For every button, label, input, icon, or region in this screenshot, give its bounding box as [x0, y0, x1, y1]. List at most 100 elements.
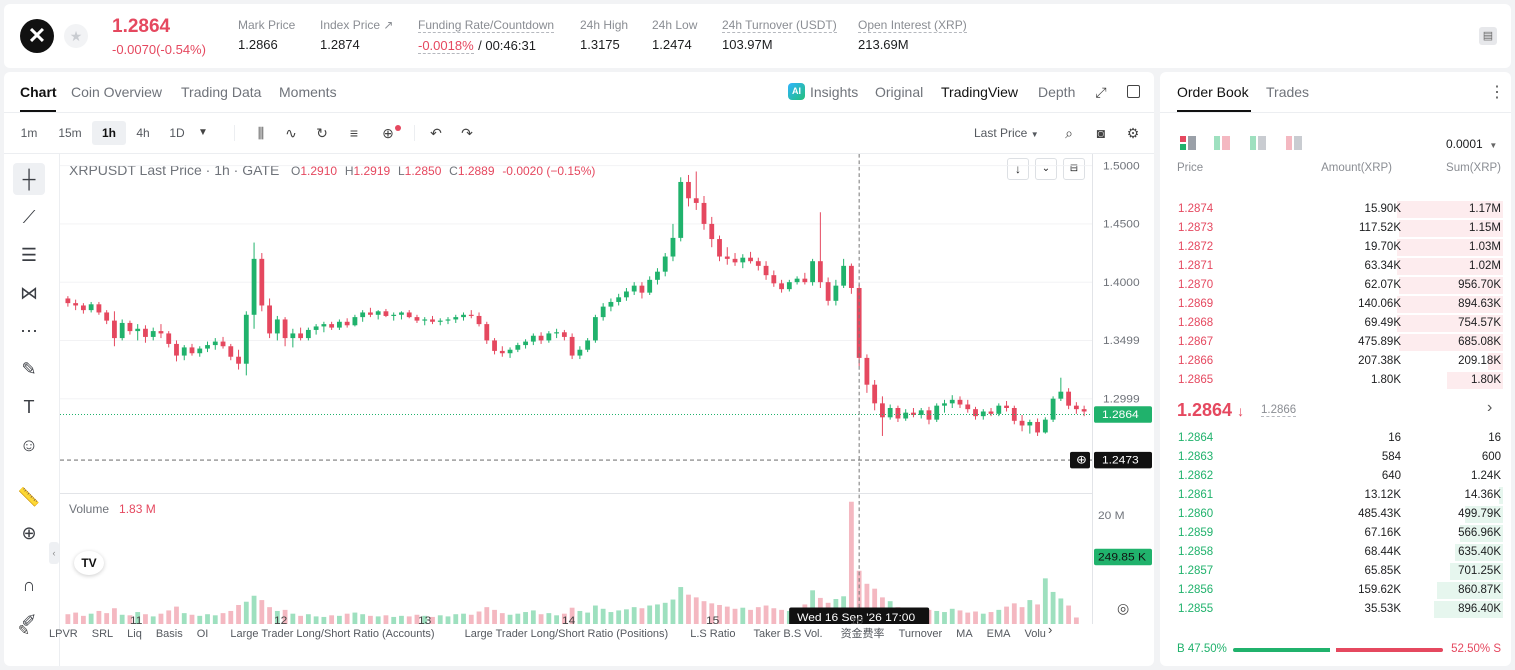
asks-only-view-icon[interactable] [1286, 136, 1302, 150]
gann-tool-icon[interactable]: ⋯ [20, 321, 38, 341]
price-source-select[interactable]: Last Price ▼ [974, 126, 1039, 140]
camera-icon[interactable]: ◙ [1096, 125, 1106, 141]
chevron-right-icon[interactable]: › [1048, 622, 1053, 637]
bid-row[interactable]: 1.2857 65.85K 701.25K [1160, 562, 1511, 581]
add-indicator-icon[interactable]: ⊕ [382, 125, 394, 141]
timeframe-1h[interactable]: 1h [92, 121, 126, 145]
both-sides-view-icon[interactable] [1180, 136, 1196, 150]
bid-row[interactable]: 1.2861 13.12K 14.36K [1160, 486, 1511, 505]
view-original[interactable]: Original [875, 84, 924, 100]
expand-icon[interactable]: ⤢ [1095, 84, 1107, 100]
pattern-tool-icon[interactable]: ⋈ [20, 283, 38, 303]
ask-row[interactable]: 1.2869 140.06K 894.63K [1160, 295, 1511, 314]
chevron-right-icon[interactable]: › [1487, 399, 1493, 416]
indicator-toggle[interactable]: Liq [127, 628, 142, 640]
bid-row[interactable]: 1.2858 68.44K 635.40K [1160, 543, 1511, 562]
ohlc-close: 1.2889 [457, 164, 495, 178]
tab-coin-overview[interactable]: Coin Overview [71, 84, 163, 100]
candle-type-icon[interactable]: ⫼ [257, 125, 265, 141]
more-options-icon[interactable]: ⋮ [1489, 84, 1505, 101]
indicator-toggle[interactable]: Turnover [898, 628, 943, 640]
indicator-toggle[interactable]: Large Trader Long/Short Ratio (Positions… [464, 628, 669, 640]
stat-index-price[interactable]: Index Price ↗ 1.2874 [320, 18, 393, 52]
volume-bar [119, 614, 125, 624]
price-chart[interactable]: 1.2864 1.2473 ⊕ 249.85 K Wed 16 Sep '26 17:0… [60, 154, 1154, 624]
ruler-tool-icon[interactable]: 📏 [17, 487, 41, 507]
row-sum: 1.03M [1469, 241, 1501, 253]
timeframe-1d[interactable]: 1D [169, 126, 185, 140]
price-axis-tick: 1.3499 [1103, 336, 1140, 347]
ask-row[interactable]: 1.2871 63.34K 1.02M [1160, 257, 1511, 276]
tab-trades[interactable]: Trades [1266, 84, 1310, 100]
ask-row[interactable]: 1.2870 62.07K 956.70K [1160, 276, 1511, 295]
indicator-toggle[interactable]: EMA [986, 628, 1011, 640]
candle-body [973, 409, 978, 417]
notes-icon[interactable]: ▤ [1479, 27, 1497, 45]
volume-bar [554, 615, 560, 624]
bid-row[interactable]: 1.2862 640 1.24K [1160, 467, 1511, 486]
timeframe-1m[interactable]: 1m [20, 126, 38, 140]
indicator-toggle[interactable]: L.S Ratio [690, 628, 736, 640]
indicator-toggle[interactable]: OI [196, 628, 209, 640]
mark-price: 1.2866 [1261, 404, 1297, 417]
brush-tool-icon[interactable]: ✎ [21, 359, 37, 379]
ask-row[interactable]: 1.2872 19.70K 1.03M [1160, 238, 1511, 257]
text-tool-icon[interactable]: T [23, 397, 35, 417]
replay-icon[interactable]: ↻ [316, 125, 328, 141]
templates-icon[interactable]: ≡ [349, 125, 359, 141]
ask-row[interactable]: 1.2874 15.90K 1.17M [1160, 200, 1511, 219]
maximize-icon[interactable] [1127, 85, 1140, 98]
timeframe-4h[interactable]: 4h [136, 126, 150, 140]
gear-icon[interactable]: ⚙ [1126, 125, 1140, 141]
indicator-toggle[interactable]: MA [956, 628, 973, 640]
bid-row[interactable]: 1.2860 485.43K 499.79K [1160, 505, 1511, 524]
view-depth[interactable]: Depth [1038, 84, 1076, 100]
redo-icon[interactable]: ↷ [461, 125, 473, 141]
bid-row[interactable]: 1.2856 159.62K 860.87K [1160, 581, 1511, 600]
ask-row[interactable]: 1.2865 1.80K 1.80K [1160, 371, 1511, 390]
magnet-tool-icon[interactable]: ∩ [22, 575, 36, 595]
indicator-toggle[interactable]: 资金费率 [840, 628, 885, 640]
emoji-tool-icon[interactable]: ☺ [19, 435, 39, 455]
pencil-lock-icon[interactable]: ✐ [21, 611, 37, 631]
view-insights[interactable]: Insights [810, 84, 859, 100]
bid-row[interactable]: 1.2863 584 600 [1160, 448, 1511, 467]
ask-row[interactable]: 1.2867 475.89K 685.08K [1160, 333, 1511, 352]
favorite-star-icon[interactable]: ★ [64, 24, 88, 48]
bid-row[interactable]: 1.2859 67.16K 566.96K [1160, 524, 1511, 543]
indicator-toggle[interactable]: Large Trader Long/Short Ratio (Accounts) [230, 628, 435, 640]
indicators-icon[interactable]: ∿ [285, 125, 297, 141]
indicator-toggle[interactable]: SRL [91, 628, 114, 640]
pencil-icon[interactable]: ✎ [18, 622, 30, 638]
scroll-down-icon[interactable]: ↓ [1007, 158, 1029, 180]
bid-row[interactable]: 1.2855 35.53K 896.40K [1160, 600, 1511, 619]
tab-moments[interactable]: Moments [279, 84, 337, 100]
tab-order-book[interactable]: Order Book [1177, 84, 1249, 100]
tab-chart[interactable]: Chart [20, 84, 57, 100]
view-tradingview[interactable]: TradingView [941, 84, 1019, 100]
bids-view-icon[interactable] [1214, 136, 1230, 150]
settings-toggle-icon[interactable]: ⊟ [1063, 158, 1085, 180]
ask-row[interactable]: 1.2868 69.49K 754.57K [1160, 314, 1511, 333]
crosshair-tool-icon[interactable]: ┼ [13, 163, 45, 195]
trendline-tool-icon[interactable]: ⟋ [22, 207, 36, 227]
bids-only-view-icon[interactable] [1250, 136, 1266, 150]
precision-select[interactable]: 0.0001 ▼ [1446, 137, 1497, 151]
collapse-toolbar-icon[interactable]: ‹ [49, 542, 59, 564]
indicator-toggle[interactable]: LPVR [49, 628, 78, 640]
indicator-toggle[interactable]: Volu [1024, 628, 1046, 640]
ask-row[interactable]: 1.2873 117.52K 1.15M [1160, 219, 1511, 238]
tab-trading-data[interactable]: Trading Data [181, 84, 262, 100]
zoom-tool-icon[interactable]: ⊕ [21, 523, 37, 543]
fib-tool-icon[interactable]: ☰ [20, 245, 38, 265]
undo-icon[interactable]: ↶ [430, 125, 442, 141]
indicator-toggle[interactable]: Taker B.S Vol. [753, 628, 823, 640]
collapse-icon[interactable]: ⌄ [1035, 158, 1057, 180]
timeframe-dropdown-icon[interactable]: ▼ [198, 127, 208, 138]
indicator-toggle[interactable]: Basis [155, 628, 183, 640]
search-icon[interactable]: ⌕ [1065, 125, 1073, 141]
bid-row[interactable]: 1.2864 16 16 [1160, 429, 1511, 448]
ask-row[interactable]: 1.2866 207.38K 209.18K [1160, 352, 1511, 371]
reset-icon[interactable]: ◎ [1117, 600, 1130, 616]
timeframe-15m[interactable]: 15m [58, 126, 82, 140]
